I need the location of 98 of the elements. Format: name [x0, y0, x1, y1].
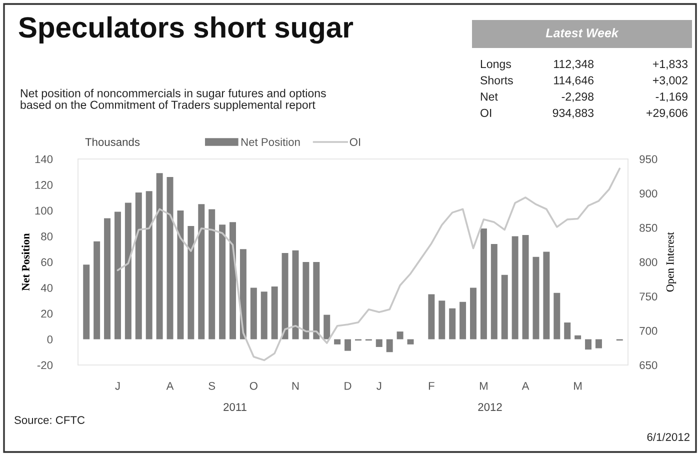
bar: [512, 236, 518, 340]
bar: [135, 192, 142, 340]
bar: [260, 292, 268, 340]
bar: [480, 228, 487, 340]
text: 112,348: [554, 60, 594, 70]
bar: [543, 252, 550, 340]
y2-tick-label: 700: [640, 326, 658, 335]
bar: [522, 234, 529, 340]
y-tick-label: 120: [35, 181, 53, 189]
x-tick-label: M: [480, 382, 488, 390]
x-tick-label: S: [208, 382, 216, 390]
text: Net: [480, 92, 498, 101]
bar: [198, 204, 205, 340]
bar: [501, 274, 508, 340]
y-tick-label: 0: [47, 336, 53, 344]
text: OI: [480, 108, 492, 117]
bar: [313, 262, 320, 340]
text: 2012: [478, 403, 502, 411]
chart-title: Speculators short sugar: [18, 16, 354, 44]
bar: [208, 209, 216, 340]
bar: [146, 191, 152, 340]
bar: [490, 244, 498, 340]
x-tick-label: O: [250, 382, 258, 390]
x-tick-label: F: [428, 382, 434, 390]
bar: [292, 250, 299, 340]
text: +29,606: [646, 108, 688, 118]
bar: [104, 218, 111, 340]
text: 6/1/2012: [647, 432, 690, 441]
x-tick-label: J: [376, 382, 382, 390]
bar: [428, 294, 435, 340]
y2-tick-label: 900: [640, 190, 658, 198]
text: 2011: [224, 403, 246, 411]
bar: [407, 339, 414, 344]
bar: [386, 339, 393, 352]
bar: [334, 339, 341, 344]
x-tick-label: A: [522, 382, 530, 390]
legend-label: Net Position: [241, 138, 300, 146]
bar: [344, 339, 352, 351]
text: Shorts: [480, 76, 513, 84]
bar: [282, 252, 288, 340]
x-tick-label: M: [574, 382, 582, 390]
y-tick-label: 60: [41, 258, 53, 266]
source-note: Source: CFTC: [14, 416, 85, 424]
y-tick-label: 140: [35, 155, 53, 164]
bar: [532, 256, 540, 340]
bar: [271, 286, 278, 340]
y-tick-label: 100: [35, 206, 53, 215]
bar: [94, 241, 100, 340]
x-tick-label: D: [344, 382, 352, 390]
line-series: [116, 168, 621, 362]
bar: [595, 339, 602, 348]
text: -1,169: [656, 92, 688, 102]
bar: [156, 173, 163, 340]
bar: [585, 339, 592, 350]
bar: [470, 288, 476, 340]
text: Thousands: [85, 138, 140, 146]
bar: [250, 288, 257, 340]
y-tick-label: -20: [37, 361, 53, 370]
y-tick-label: 80: [41, 232, 53, 240]
bar: [219, 224, 226, 340]
text: 114,646: [554, 76, 594, 86]
bar: [166, 177, 174, 340]
bar: [302, 262, 310, 340]
bar: [376, 339, 382, 347]
bar: [114, 212, 121, 340]
bar: [554, 292, 560, 340]
y-axis-title: Net Position: [22, 233, 30, 291]
bar: [564, 322, 571, 340]
text: +1,833: [652, 60, 688, 70]
y2-tick-label: 800: [640, 258, 658, 266]
y2-tick-label: 950: [640, 155, 658, 164]
bar: [177, 210, 184, 340]
bar: [574, 335, 582, 340]
chart-subtitle: Net position of noncommercials in sugar futures and options based on the Commitment of Traders supplemental report: [20, 88, 326, 112]
text: Latest Week: [546, 28, 619, 38]
y-tick-label: 20: [41, 310, 53, 318]
y2-axis-title: Open Interest: [666, 232, 676, 292]
y-tick-label: 40: [40, 284, 53, 292]
text: Longs: [480, 60, 511, 70]
bar: [449, 308, 456, 340]
bar: [188, 226, 194, 340]
bar: [460, 302, 466, 340]
x-tick-label: A: [166, 382, 174, 390]
y2-tick-label: 750: [640, 292, 658, 300]
bar: [83, 264, 90, 340]
y2-tick-label: 650: [640, 361, 658, 370]
text: -2,298: [562, 92, 594, 102]
bar: [324, 314, 330, 340]
bar: [438, 300, 446, 340]
legend-label: OI: [350, 138, 360, 146]
bar: [124, 202, 132, 340]
text: 934,883: [552, 108, 594, 118]
bar: [230, 222, 236, 340]
bar: [396, 332, 404, 340]
x-tick-label: J: [115, 382, 120, 390]
y2-tick-label: 850: [640, 224, 658, 232]
text: +3,002: [652, 76, 688, 86]
x-tick-label: N: [292, 382, 299, 390]
